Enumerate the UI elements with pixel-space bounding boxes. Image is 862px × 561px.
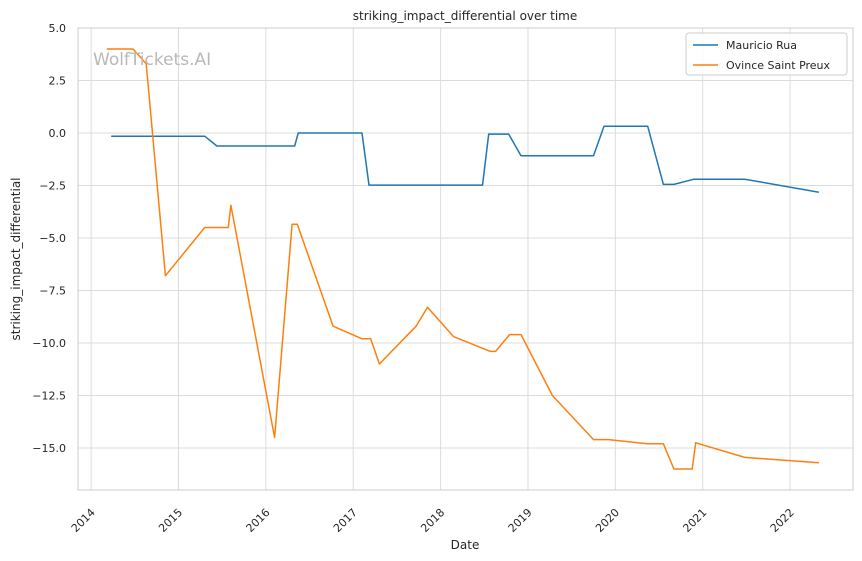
y-tick-label: −10.0 xyxy=(32,337,66,350)
y-tick-label: −12.5 xyxy=(32,390,66,403)
y-tick-label: 5.0 xyxy=(49,22,67,35)
y-axis-label: striking_impact_differential xyxy=(9,177,23,340)
legend-label-mauricio-rua: Mauricio Rua xyxy=(726,39,797,52)
legend: Mauricio Rua Ovince Saint Preux xyxy=(685,32,848,76)
watermark-text: WolfTickets.AI xyxy=(93,50,211,70)
y-tick-label: −7.5 xyxy=(39,285,66,298)
y-tick-label: −15.0 xyxy=(32,442,66,455)
y-tick-label: 0.0 xyxy=(49,127,67,140)
legend-label-ovince-saint-preux: Ovince Saint Preux xyxy=(726,59,831,72)
y-tick-label: −2.5 xyxy=(39,180,66,193)
series-lines xyxy=(106,48,820,470)
chart-title: striking_impact_differential over time xyxy=(353,9,578,23)
series-line-mauricio-rua xyxy=(111,125,820,193)
series-line-ovince-saint-preux xyxy=(106,48,819,470)
plot-frame xyxy=(77,27,854,491)
y-tick-label: −5.0 xyxy=(39,232,66,245)
x-axis-label: Date xyxy=(451,538,480,552)
plot-area xyxy=(78,28,853,490)
legend-box xyxy=(685,32,848,76)
y-tick-label: 2.5 xyxy=(49,75,67,88)
